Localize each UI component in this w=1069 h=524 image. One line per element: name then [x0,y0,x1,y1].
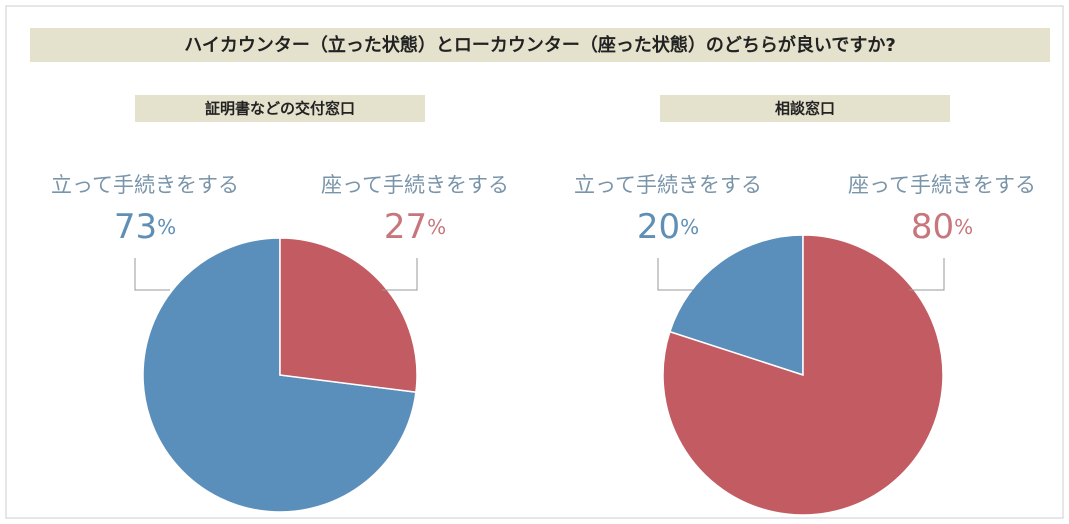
chart-title: ハイカウンター（立った状態）とローカウンター（座った状態）のどちらが良いですか? [184,34,896,56]
pie-slice [279,237,418,394]
legend-label: 立って手続きをする [574,173,762,197]
pie-slice [662,234,944,516]
leader-line [909,258,945,291]
legend-label: 立って手続きをする [51,173,239,197]
value-label: 20% [637,207,699,247]
legend-label: 座って手続きをする [848,173,1036,197]
leader-line [134,258,170,291]
subtitle: 証明書などの交付窓口 [205,100,355,118]
leader-line [382,258,418,291]
value-label: 73% [114,207,176,247]
legend-label: 座って手続きをする [321,173,509,197]
subtitle: 相談窓口 [775,100,835,118]
value-label: 27% [384,207,446,247]
subtitle-box [135,95,425,122]
pie-slice [668,234,804,377]
title-bar [30,28,1050,62]
subtitle-box [660,95,950,122]
leader-line [657,258,693,291]
value-label: 80% [911,207,973,247]
